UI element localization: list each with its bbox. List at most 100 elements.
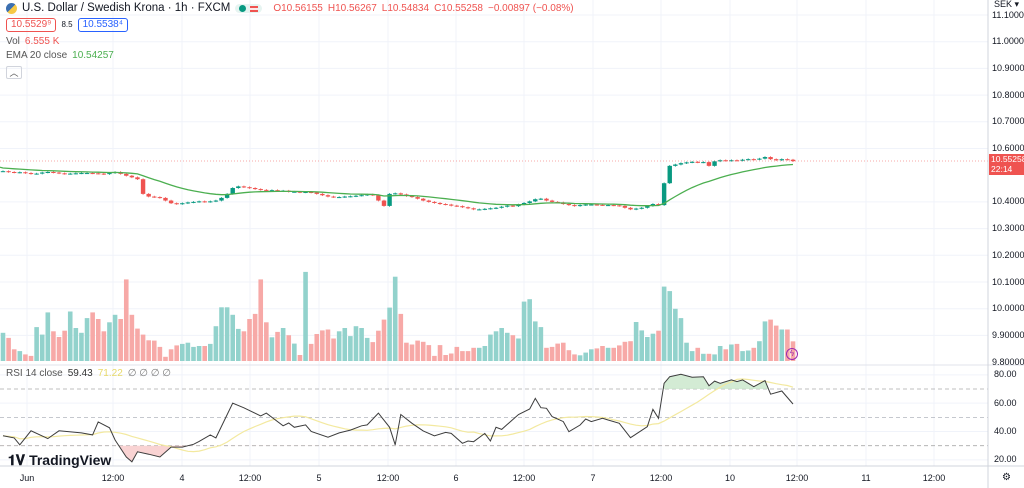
candle-body [381, 200, 387, 206]
symbol-title[interactable]: U.S. Dollar / Swedish Krona · 1h · FXCM [22, 2, 231, 14]
candle-body [510, 205, 516, 207]
volume-bar [280, 328, 286, 361]
candle-body [12, 171, 17, 173]
candle-body [605, 205, 611, 207]
candle-body [678, 163, 684, 165]
rsi-legend[interactable]: RSI 14 close 59.43 71.22 ∅ ∅ ∅ ∅ [6, 368, 171, 380]
volume-bar [331, 338, 336, 361]
volume-bar [90, 312, 95, 361]
volume-bar [112, 314, 118, 361]
volume-bar [684, 342, 689, 361]
candle-body [572, 205, 577, 207]
rsi-tick-label: 60.00 [994, 397, 1017, 408]
volume-bar [650, 333, 656, 361]
candle-body [398, 193, 404, 195]
volume-bar [538, 327, 544, 361]
price-tick-label: 10.40000 [992, 196, 1024, 207]
candle-body [230, 188, 235, 194]
volume-bar [336, 331, 342, 361]
candle-body [460, 206, 465, 208]
time-tick-label: 4 [179, 473, 184, 483]
volume-bar [432, 355, 437, 361]
candle-body [353, 195, 359, 197]
time-tick-label: 12:00 [650, 473, 673, 483]
candle-body [73, 173, 79, 175]
tradingview-logo-icon: 𝟏𝐕 [8, 452, 26, 468]
grid [0, 0, 988, 466]
brand-name: TradingView [29, 452, 112, 468]
volume-bar [504, 332, 510, 361]
candle-body [611, 205, 616, 207]
vol-value: 6.555 K [24, 36, 60, 47]
time-axis[interactable]: Jun 12:00 4 12:00 5 12:00 6 12:00 7 12:00 10 12:00 1… [20, 473, 946, 483]
volume-bar [740, 351, 745, 361]
volume-bar [611, 347, 617, 361]
bar-countdown: 22:14 [991, 163, 1013, 174]
candle-body [723, 160, 728, 162]
candle-body [493, 207, 499, 209]
candle-body [527, 201, 532, 203]
volume-bar [376, 330, 381, 361]
candle-body [336, 197, 342, 199]
candle-body [124, 173, 129, 176]
volume-bar [460, 351, 465, 361]
volume-bar [45, 312, 51, 361]
market-status-badge[interactable] [235, 4, 263, 13]
candle-body [236, 186, 241, 189]
volume-bar [0, 332, 6, 361]
volume-bar [320, 330, 325, 361]
ema-legend[interactable]: EMA 20 close 10.54257 [6, 50, 114, 62]
candle-body [768, 157, 773, 160]
volume-bar [729, 344, 734, 361]
rsi-line [2, 373, 794, 463]
buy-button[interactable]: 10.5538⁴ [77, 18, 129, 32]
candle-body [45, 171, 51, 173]
sell-button[interactable]: 10.5529⁹ [6, 18, 57, 32]
volume-bar [633, 322, 639, 361]
candle-body [673, 164, 678, 166]
candle-body [622, 205, 628, 208]
volume-bar [482, 346, 488, 361]
volume-bar [28, 355, 34, 361]
rsi-oversold-fill [0, 445, 793, 462]
volume-bar [572, 354, 577, 361]
chevron-up-icon[interactable]: ︿ [6, 66, 22, 79]
volume-bar [779, 329, 785, 361]
volume-bar [129, 314, 135, 361]
volume-bar [404, 342, 409, 361]
candle-body [180, 203, 185, 205]
volume-bar [381, 319, 387, 361]
currency-label: SEK [994, 0, 1013, 9]
candle-body [695, 161, 700, 163]
volume-bar [532, 321, 538, 361]
candle-body [376, 195, 381, 201]
candle-body [258, 189, 263, 191]
settings-gear-icon[interactable]: ⚙ [1002, 472, 1011, 483]
candle-body [617, 205, 622, 207]
candle-body [140, 179, 146, 194]
candle-body [745, 159, 751, 161]
candle-body [471, 208, 476, 210]
candle-body [426, 200, 432, 202]
candle-body [23, 172, 28, 174]
candle-body [241, 186, 247, 188]
volume-bar [11, 349, 17, 361]
volume-bar [527, 299, 532, 361]
volume-bar [95, 319, 101, 361]
lightning-icon[interactable]: ϟ [786, 348, 798, 360]
volume-bar [510, 335, 516, 361]
currency-selector[interactable]: SEK ▾ [994, 0, 1020, 9]
volume-legend[interactable]: Vol 6.555 K [6, 36, 59, 48]
candle-body [6, 171, 11, 173]
tradingview-logo[interactable]: 𝟏𝐕 TradingView [8, 452, 111, 468]
volume-bar [62, 330, 67, 361]
time-tick-label: 10 [725, 473, 735, 483]
volume-bar [252, 313, 258, 361]
candle-body [168, 200, 174, 204]
rsi-label: RSI 14 close [6, 368, 63, 379]
candle-body [421, 198, 426, 201]
candle-body [157, 197, 163, 199]
volume-bar [577, 355, 583, 361]
volume-bar [303, 271, 308, 361]
